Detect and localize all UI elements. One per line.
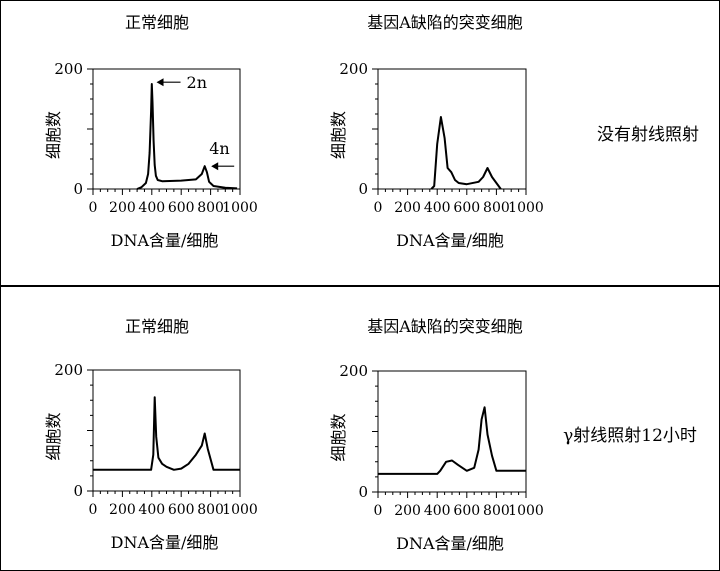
x-tick-label: 600 (453, 200, 480, 216)
series-line (136, 83, 238, 190)
x-tick-label: 200 (109, 502, 136, 518)
chart-title: 正常细胞 (125, 13, 189, 32)
x-tick-label: 600 (168, 502, 195, 518)
row-condition-label: 没有射线照射 (597, 125, 699, 145)
x-tick-label: 800 (483, 200, 510, 216)
y-tick-label: 0 (73, 482, 83, 500)
x-tick-label: 1000 (508, 200, 544, 216)
chart-title: 正常细胞 (125, 317, 189, 336)
x-tick-label: 400 (424, 200, 451, 216)
x-tick-label: 400 (424, 503, 451, 519)
bottom-panel (0, 286, 720, 571)
chart-title: 基因A缺陷的突变细胞 (367, 13, 523, 32)
x-tick-label: 800 (197, 200, 224, 216)
plot-frame (377, 68, 527, 190)
x-tick-label: 200 (394, 503, 421, 519)
annotation-arrowhead (211, 162, 219, 171)
x-tick-label: 800 (483, 503, 510, 519)
y-tick-label: 200 (339, 362, 368, 380)
top-panel (0, 0, 720, 286)
row-condition-label: γ射线照射12小时 (563, 426, 697, 446)
y-axis-label: 细胞数 (44, 412, 63, 460)
y-tick-label: 200 (54, 361, 83, 379)
x-axis-label: DNA含量/细胞 (111, 231, 219, 250)
y-axis-label: 细胞数 (329, 111, 348, 159)
plot-frame (92, 68, 241, 190)
annotation-2n: 2n (187, 73, 207, 92)
y-tick-label: 0 (358, 483, 368, 501)
y-tick-label: 200 (54, 60, 83, 78)
x-tick-label: 200 (109, 200, 136, 216)
annotation-4n: 4n (209, 139, 229, 158)
x-tick-label: 0 (89, 502, 98, 518)
x-axis-label: DNA含量/细胞 (111, 533, 219, 552)
x-tick-label: 800 (197, 502, 224, 518)
x-tick-label: 0 (89, 200, 98, 216)
series-line (93, 396, 240, 471)
x-tick-label: 1000 (508, 503, 544, 519)
x-tick-label: 400 (138, 200, 165, 216)
series-line (430, 116, 502, 190)
chart-title: 基因A缺陷的突变细胞 (367, 317, 523, 336)
y-tick-label: 200 (339, 60, 368, 78)
y-tick-label: 0 (358, 180, 368, 198)
x-tick-label: 1000 (222, 502, 258, 518)
annotation-arrowhead (156, 78, 164, 87)
x-tick-label: 1000 (222, 200, 258, 216)
x-tick-label: 0 (374, 200, 383, 216)
x-axis-label: DNA含量/细胞 (396, 534, 504, 553)
x-tick-label: 0 (374, 503, 383, 519)
x-tick-label: 200 (394, 200, 421, 216)
x-tick-label: 400 (138, 502, 165, 518)
x-axis-label: DNA含量/细胞 (396, 231, 504, 250)
y-axis-label: 细胞数 (44, 111, 63, 159)
plot-frame (92, 369, 241, 492)
y-axis-label: 细胞数 (329, 413, 348, 461)
series-line (378, 406, 526, 475)
x-tick-label: 600 (168, 200, 195, 216)
x-tick-label: 600 (453, 503, 480, 519)
y-tick-label: 0 (73, 180, 83, 198)
